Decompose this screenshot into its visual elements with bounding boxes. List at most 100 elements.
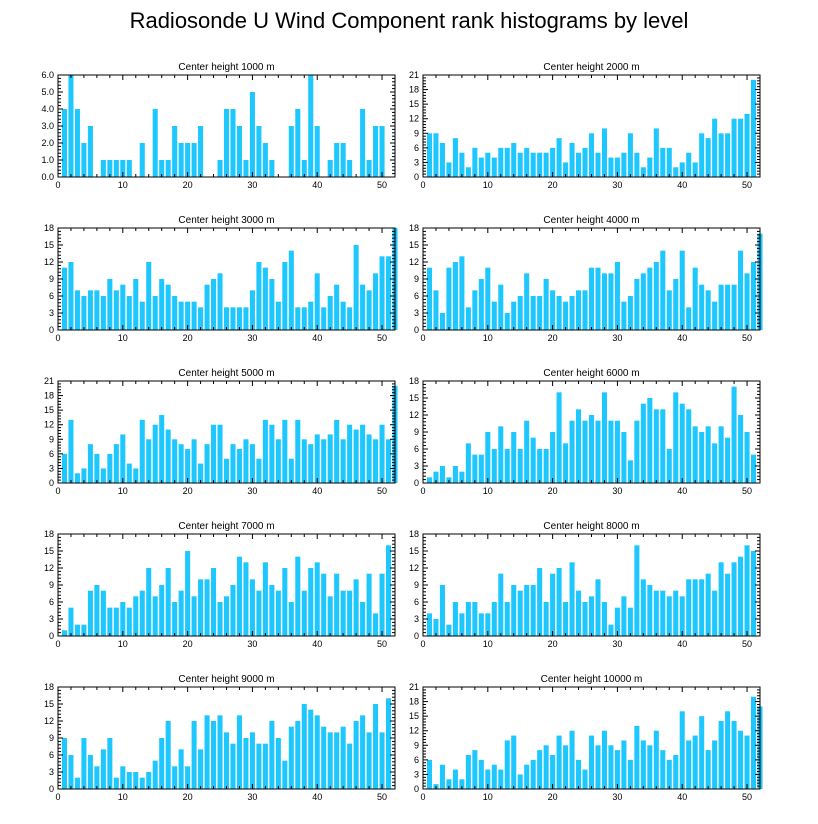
histogram-bar	[385, 439, 392, 483]
y-tick-label: 3	[414, 614, 419, 624]
histogram-bar	[679, 711, 685, 789]
histogram-bar	[269, 160, 275, 177]
x-tick-label: 20	[548, 792, 558, 802]
histogram-bar	[472, 147, 478, 177]
x-tick-label: 30	[612, 639, 622, 649]
y-tick-label: 9	[414, 740, 419, 750]
y-tick-label: 15	[409, 546, 419, 556]
histogram-bar	[159, 415, 165, 483]
histogram-bar	[647, 267, 653, 330]
histogram-bar	[94, 453, 100, 483]
histogram-bar	[321, 726, 327, 789]
histogram-bar	[172, 602, 178, 636]
histogram-bar	[256, 458, 262, 483]
histogram-bar	[472, 454, 478, 483]
histogram-bar	[595, 579, 601, 636]
y-tick-label: 6.0	[41, 70, 54, 80]
histogram-bar	[217, 602, 223, 636]
histogram-bar	[249, 732, 255, 789]
histogram-bar	[433, 619, 439, 636]
histogram-bar	[725, 711, 731, 789]
histogram-bar	[446, 624, 452, 636]
histogram-bar	[472, 290, 478, 330]
histogram-bar	[491, 602, 497, 636]
y-tick-label: 18	[409, 376, 419, 386]
histogram-bar	[373, 704, 379, 789]
histogram-bar	[692, 579, 698, 636]
y-tick-label: 12	[409, 563, 419, 573]
histogram-bar	[439, 466, 445, 483]
histogram-bar	[152, 296, 158, 330]
histogram-bar	[61, 453, 68, 483]
histogram-bar	[340, 590, 346, 636]
histogram-bar	[366, 732, 372, 789]
histogram-bar	[198, 307, 204, 330]
histogram-bar	[126, 160, 132, 177]
histogram-bar	[152, 109, 158, 177]
histogram-bar	[301, 307, 307, 330]
histogram-bar	[217, 715, 223, 789]
histogram-bar	[366, 434, 372, 483]
histogram-bar	[640, 403, 646, 483]
histogram-bar	[660, 750, 666, 789]
histogram-bar	[595, 152, 601, 177]
histogram-bar	[295, 556, 301, 636]
histogram-bar	[107, 160, 113, 177]
histogram-bar	[236, 126, 242, 177]
histogram-bar	[159, 585, 165, 636]
histogram-bar	[692, 426, 698, 483]
y-tick-label: 15	[409, 393, 419, 403]
histogram-bar	[673, 392, 679, 483]
histogram-bar	[68, 755, 74, 789]
x-tick-label: 0	[55, 180, 60, 190]
histogram-bar	[185, 449, 191, 483]
histogram-bar	[373, 613, 379, 636]
histogram-bar	[666, 596, 672, 636]
histogram-bar	[379, 126, 385, 177]
histogram-bar	[230, 444, 236, 483]
histogram-bar	[107, 453, 113, 483]
histogram-bar	[314, 562, 320, 636]
y-tick-label: 6	[49, 597, 54, 607]
histogram-bar	[530, 759, 536, 789]
histogram-bar	[647, 157, 653, 177]
histogram-bar	[288, 602, 294, 636]
y-tick-label: 21	[409, 682, 419, 692]
x-tick-label: 20	[183, 180, 193, 190]
histogram-bar	[68, 419, 74, 483]
histogram-bar	[595, 267, 601, 330]
y-tick-label: 18	[409, 697, 419, 707]
x-tick-label: 20	[183, 486, 193, 496]
x-tick-label: 0	[420, 639, 425, 649]
histogram-bar	[113, 444, 119, 483]
histogram-bar	[61, 109, 68, 177]
histogram-bar	[81, 738, 87, 789]
histogram-bar	[81, 296, 87, 330]
histogram-bar	[660, 409, 666, 483]
histogram-bar	[211, 279, 217, 330]
panel-title: Center height 4000 m	[543, 215, 639, 226]
histogram-bar	[159, 160, 165, 177]
histogram-bar	[288, 250, 294, 330]
histogram-bar	[139, 419, 145, 483]
histogram-bar	[634, 420, 640, 483]
y-tick-label: 12	[44, 563, 54, 573]
histogram-panel: Center height 2000 m 0 3 6 9 12 15 18 21 0 10 20 30 4…	[409, 62, 761, 190]
histogram-bar	[478, 454, 484, 483]
histogram-bar	[314, 715, 320, 789]
x-tick-label: 20	[548, 639, 558, 649]
histogram-bar	[569, 420, 575, 483]
histogram-bar	[275, 738, 281, 789]
histogram-bar	[107, 607, 113, 636]
histogram-bar	[133, 279, 139, 330]
x-tick-label: 20	[548, 333, 558, 343]
histogram-bar	[426, 613, 433, 636]
histogram-bar	[301, 704, 307, 789]
histogram-bar	[679, 162, 685, 177]
y-tick-label: 15	[44, 699, 54, 709]
panel-title: Center height 2000 m	[543, 62, 639, 73]
y-tick-label: 9	[414, 580, 419, 590]
histogram-bar	[191, 143, 197, 177]
histogram-bar	[588, 133, 595, 177]
histogram-bar	[712, 301, 718, 330]
